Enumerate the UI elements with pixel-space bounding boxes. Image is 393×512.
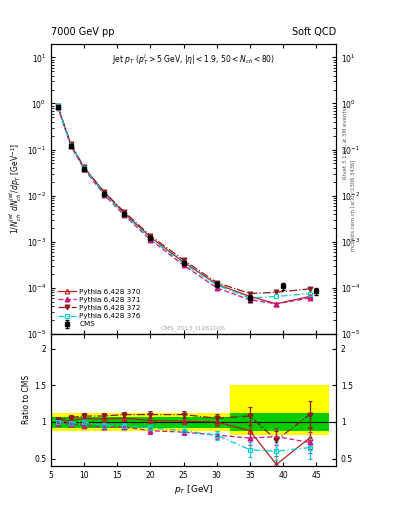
Pythia 6.428 371 (215, 285, 219, 291)
Pythia 6.428 372 (69, 141, 73, 147)
Pythia 6.428 371 (248, 297, 252, 303)
Line: Pythia 6.428 370: Pythia 6.428 370 (55, 104, 312, 306)
Y-axis label: Ratio to CMS: Ratio to CMS (22, 375, 31, 424)
Pythia 6.428 372 (181, 257, 186, 263)
Text: CMS_2013_I1261026: CMS_2013_I1261026 (161, 325, 226, 331)
Pythia 6.428 376 (274, 293, 279, 300)
Pythia 6.428 376 (55, 103, 60, 110)
Pythia 6.428 376 (69, 142, 73, 148)
Text: 7000 GeV pp: 7000 GeV pp (51, 27, 115, 37)
Pythia 6.428 371 (307, 295, 312, 301)
Pythia 6.428 372 (248, 290, 252, 296)
Pythia 6.428 372 (215, 280, 219, 286)
Pythia 6.428 371 (148, 237, 153, 243)
Pythia 6.428 372 (148, 232, 153, 239)
Pythia 6.428 370 (102, 189, 107, 195)
Pythia 6.428 370 (69, 142, 73, 148)
Pythia 6.428 370 (82, 165, 86, 171)
Pythia 6.428 370 (307, 293, 312, 300)
Pythia 6.428 370 (274, 301, 279, 307)
Pythia 6.428 371 (69, 143, 73, 150)
Pythia 6.428 370 (215, 281, 219, 287)
Pythia 6.428 376 (121, 211, 126, 217)
Pythia 6.428 376 (215, 282, 219, 288)
Pythia 6.428 371 (55, 104, 60, 110)
Pythia 6.428 371 (181, 262, 186, 268)
Pythia 6.428 370 (248, 293, 252, 300)
Text: Rivet 3.1.10, ≥ 3M events: Rivet 3.1.10, ≥ 3M events (343, 108, 348, 179)
Text: Jet $p_T$ ($p_T^l$$>$5 GeV, |$\eta$|$<$1.9, 50$<$$N_{ch}$$<$80): Jet $p_T$ ($p_T^l$$>$5 GeV, |$\eta$|$<$1… (112, 52, 275, 67)
Pythia 6.428 372 (274, 289, 279, 295)
Pythia 6.428 372 (55, 103, 60, 109)
Pythia 6.428 372 (102, 189, 107, 195)
Pythia 6.428 376 (82, 165, 86, 172)
X-axis label: $p_T$ [GeV]: $p_T$ [GeV] (174, 482, 213, 496)
Line: Pythia 6.428 372: Pythia 6.428 372 (55, 103, 312, 296)
Pythia 6.428 376 (307, 290, 312, 296)
Pythia 6.428 376 (181, 260, 186, 266)
Pythia 6.428 370 (148, 234, 153, 240)
Pythia 6.428 371 (82, 166, 86, 173)
Pythia 6.428 370 (121, 210, 126, 216)
Pythia 6.428 372 (82, 164, 86, 170)
Pythia 6.428 370 (181, 259, 186, 265)
Text: mcplots.cern.ch [arXiv:1306.3436]: mcplots.cern.ch [arXiv:1306.3436] (351, 159, 356, 250)
Pythia 6.428 376 (148, 236, 153, 242)
Pythia 6.428 370 (55, 103, 60, 110)
Pythia 6.428 372 (121, 208, 126, 215)
Pythia 6.428 376 (102, 190, 107, 197)
Pythia 6.428 372 (307, 286, 312, 292)
Line: Pythia 6.428 376: Pythia 6.428 376 (56, 104, 312, 300)
Pythia 6.428 371 (102, 191, 107, 198)
Pythia 6.428 371 (274, 301, 279, 307)
Pythia 6.428 376 (248, 295, 252, 301)
Text: Soft QCD: Soft QCD (292, 27, 336, 37)
Line: Pythia 6.428 371: Pythia 6.428 371 (55, 104, 312, 306)
Pythia 6.428 371 (121, 212, 126, 218)
Legend: Pythia 6.428 370, Pythia 6.428 371, Pythia 6.428 372, Pythia 6.428 376, CMS: Pythia 6.428 370, Pythia 6.428 371, Pyth… (55, 286, 144, 330)
Y-axis label: $1/N_{ch}^{jet}$ $dN_{ch}^{jet}/dp_T$ [GeV$^{-1}$]: $1/N_{ch}^{jet}$ $dN_{ch}^{jet}/dp_T$ [G… (8, 143, 24, 234)
